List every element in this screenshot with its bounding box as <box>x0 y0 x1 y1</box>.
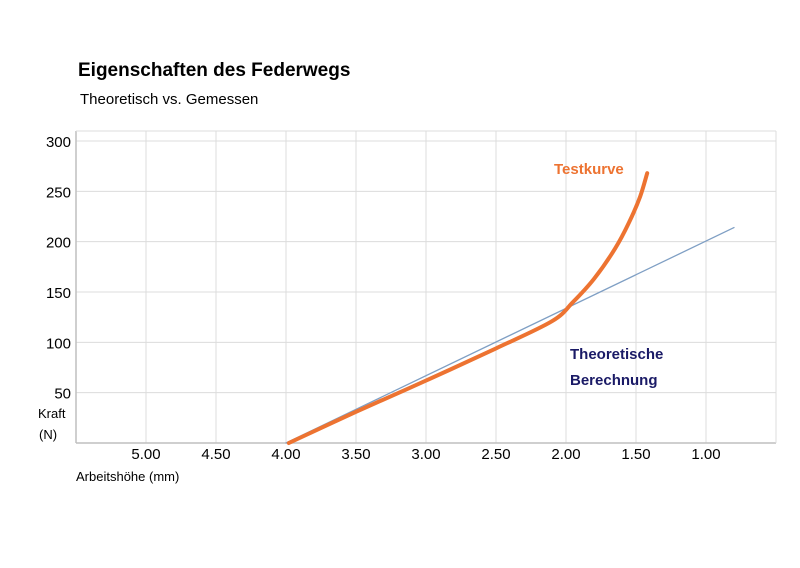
y-tick-label-2: 200 <box>46 235 71 252</box>
x-tick-label-8: 1.00 <box>691 446 720 463</box>
y-tick-label-0: 300 <box>46 134 71 151</box>
y-tick-label-4: 100 <box>46 335 71 352</box>
x-tick-label-4: 3.00 <box>411 446 440 463</box>
x-tick-label-6: 2.00 <box>551 446 580 463</box>
y-axis-label-line1: Kraft <box>38 406 66 421</box>
x-tick-label-3: 3.50 <box>341 446 370 463</box>
x-tick-label-7: 1.50 <box>621 446 650 463</box>
y-tick-label-5: 50 <box>54 386 71 403</box>
axes <box>75 130 777 444</box>
series-lines <box>285 171 735 445</box>
grid-lines <box>76 131 776 443</box>
x-tick-label-2: 4.00 <box>271 446 300 463</box>
annotations: Kraft (N) Arbeitshöhe (mm) Testkurve The… <box>38 161 663 484</box>
x-tick-label-1: 4.50 <box>201 446 230 463</box>
chart-title: Eigenschaften des Federwegs <box>78 60 351 81</box>
tick-labels: 5.00 4.50 4.00 3.50 3.00 2.50 2.00 1.50 1.00 300 2… <box>46 134 721 463</box>
y-tick-label-3: 150 <box>46 285 71 302</box>
y-axis-label-line2: (N) <box>39 427 57 442</box>
annotation-testkurve: Testkurve <box>554 161 624 178</box>
annotation-berechnung: Berechnung <box>570 372 658 389</box>
x-tick-label-0: 5.00 <box>131 446 160 463</box>
y-tick-label-1: 250 <box>46 184 71 201</box>
x-tick-label-5: 2.50 <box>481 446 510 463</box>
x-axis-label: Arbeitshöhe (mm) <box>76 469 179 484</box>
annotation-theoretische: Theoretische <box>570 346 663 363</box>
series-line-testkurve <box>286 171 650 445</box>
series-line-theoretische-berechnung <box>285 226 735 444</box>
chart-subtitle: Theoretisch vs. Gemessen <box>80 91 259 108</box>
